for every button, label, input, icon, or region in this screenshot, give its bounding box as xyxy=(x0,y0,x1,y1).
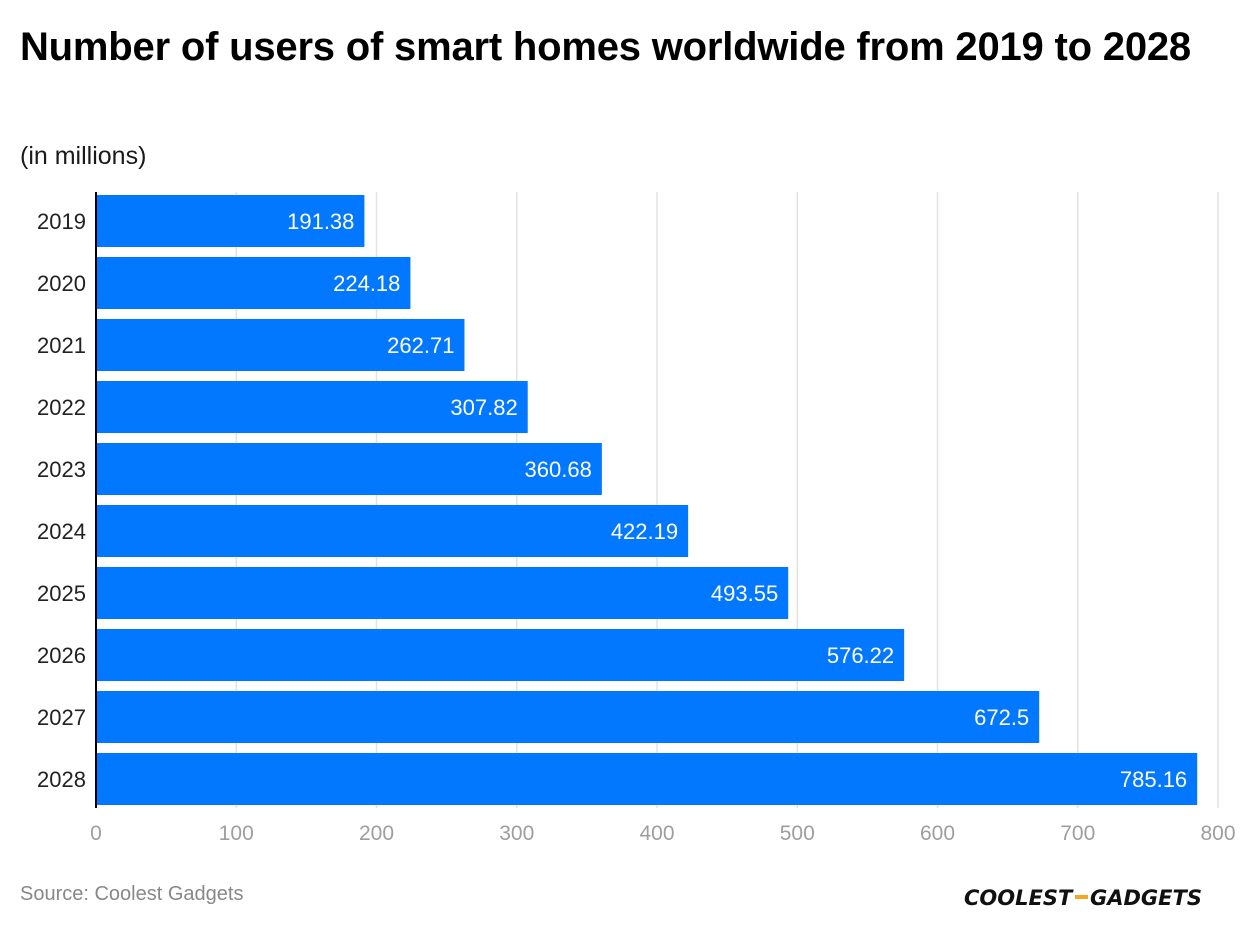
value-label-2023: 360.68 xyxy=(525,457,592,482)
bar-2022 xyxy=(96,381,528,433)
value-label-2025: 493.55 xyxy=(711,581,778,606)
value-label-2019: 191.38 xyxy=(287,209,354,234)
bar-chart: 191.38 224.18 262.71 307.82 360.68 422.19 493.… xyxy=(37,192,1236,845)
x-tick-label: 500 xyxy=(780,822,815,845)
x-tick-label: 600 xyxy=(920,822,955,845)
logo-dash xyxy=(1075,895,1088,899)
category-label-2028: 2028 xyxy=(37,767,86,792)
bar-2020 xyxy=(96,257,411,309)
bar-2025 xyxy=(96,567,789,619)
category-label-2027: 2027 xyxy=(37,705,86,730)
category-label-2023: 2023 xyxy=(37,457,86,482)
value-label-2026: 576.22 xyxy=(827,643,894,668)
category-label-2020: 2020 xyxy=(37,271,86,296)
bars: 191.38 224.18 262.71 307.82 360.68 422.19 493.… xyxy=(96,195,1198,805)
bar-2019 xyxy=(96,195,365,247)
category-label-2026: 2026 xyxy=(37,643,86,668)
value-label-2022: 307.82 xyxy=(450,395,517,420)
bar-2021 xyxy=(96,319,465,371)
logo-text-coolest: COOLEST xyxy=(964,886,1074,910)
coolest-gadgets-logo: COOLEST GADGETS xyxy=(964,886,1202,910)
logo-text-gadgets: GADGETS xyxy=(1090,886,1202,910)
chart-title: Number of users of smart homes worldwide… xyxy=(20,25,1191,69)
value-label-2024: 422.19 xyxy=(611,519,678,544)
x-tick-label: 700 xyxy=(1060,822,1095,845)
category-label-2019: 2019 xyxy=(37,209,86,234)
bar-2027 xyxy=(96,691,1040,743)
category-label-2025: 2025 xyxy=(37,581,86,606)
x-tick-label: 400 xyxy=(639,822,674,845)
bar-2026 xyxy=(96,629,905,681)
bar-2028 xyxy=(96,753,1198,805)
bar-2023 xyxy=(96,443,602,495)
source-note: Source: Coolest Gadgets xyxy=(20,883,244,905)
x-tick-label: 200 xyxy=(359,822,394,845)
axes: 0 100 200 300 400 500 600 700 800 2019 2020 2021 202… xyxy=(37,192,1236,845)
category-label-2024: 2024 xyxy=(37,519,86,544)
value-label-2021: 262.71 xyxy=(387,333,454,358)
bar-2024 xyxy=(96,505,689,557)
x-tick-label: 100 xyxy=(219,822,254,845)
x-tick-label: 300 xyxy=(499,822,534,845)
value-label-2020: 224.18 xyxy=(333,271,400,296)
x-tick-label: 0 xyxy=(90,822,102,845)
chart-subtitle: (in millions) xyxy=(20,142,147,170)
category-label-2021: 2021 xyxy=(37,333,86,358)
x-tick-label: 800 xyxy=(1200,822,1235,845)
value-label-2027: 672.5 xyxy=(974,705,1029,730)
value-label-2028: 785.16 xyxy=(1120,767,1187,792)
category-label-2022: 2022 xyxy=(37,395,86,420)
